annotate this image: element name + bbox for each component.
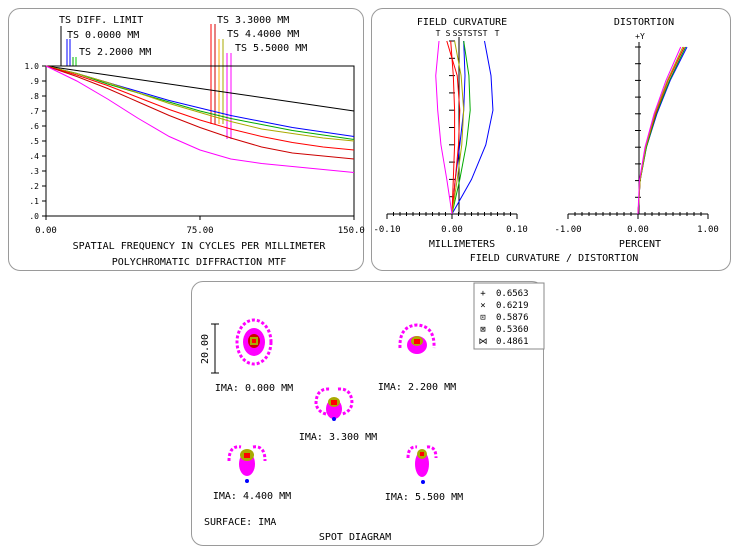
mtf-series-line bbox=[45, 65, 355, 142]
field-curvature-x-tick-label: 0.00 bbox=[441, 225, 463, 235]
mtf-series-line bbox=[45, 65, 355, 173]
field-curvature-ts-label: T bbox=[463, 29, 468, 38]
field-curvature-series-line bbox=[450, 40, 456, 215]
mtf-y-tick-label: .5 bbox=[29, 137, 39, 146]
spot-field-label: IMA: 4.400 MM bbox=[213, 491, 291, 502]
mtf-y-tick-label: .7 bbox=[29, 107, 39, 116]
wavelength-legend-box bbox=[473, 282, 545, 350]
wavelength-value: 0.6563 bbox=[496, 289, 529, 299]
field-curvature-title: FIELD CURVATURE bbox=[417, 17, 507, 28]
distortion-x-label: PERCENT bbox=[619, 239, 661, 250]
mtf-caption: POLYCHROMATIC DIFFRACTION MTF bbox=[112, 257, 287, 268]
field-curvature-ts-label: S bbox=[468, 29, 473, 38]
spot-field-3-3 bbox=[314, 387, 354, 421]
mtf-x-axis-label: SPATIAL FREQUENCY IN CYCLES PER MILLIMET… bbox=[73, 241, 327, 252]
mtf-legend-entry: TS 5.5000 MM bbox=[235, 43, 307, 54]
mtf-series-line bbox=[45, 65, 355, 140]
distortion-series-line bbox=[637, 46, 685, 215]
spot-surface-label: SURFACE: IMA bbox=[204, 517, 276, 528]
distortion-series-line bbox=[637, 46, 687, 215]
mtf-y-tick-label: 1.0 bbox=[25, 62, 40, 71]
wavelength-value: 0.5876 bbox=[496, 313, 529, 323]
field-curvature-ts-label: S bbox=[478, 29, 483, 38]
field-curvature-ts-label: T bbox=[473, 29, 478, 38]
field-curvature-x-tick-label: 0.10 bbox=[506, 225, 528, 235]
mtf-x-tick-label: 75.00 bbox=[186, 226, 213, 236]
wavelength-symbol: ⊡ bbox=[480, 313, 485, 323]
spot-field-label: IMA: 5.500 MM bbox=[385, 492, 463, 503]
field-curvature-series-line bbox=[446, 40, 461, 215]
field-curvature-distortion-caption: FIELD CURVATURE / DISTORTION bbox=[470, 253, 639, 264]
mtf-series-line bbox=[45, 65, 355, 151]
mtf-y-tick-label: .6 bbox=[29, 122, 39, 131]
mtf-chart: TS DIFF. LIMIT TS 0.0000 MM TS 2.2000 MM… bbox=[25, 15, 365, 268]
field-curvature-series-line bbox=[451, 40, 494, 215]
field-curvature-series-line bbox=[451, 40, 471, 215]
distortion-series-line bbox=[637, 46, 684, 215]
spot-diagram-panel: +0.6563 × 0.6219 ⊡ 0.5876 ⊠ 0.5360 ⋈ 0.4861 20.0… bbox=[191, 281, 545, 546]
spot-diagram-caption: SPOT DIAGRAM bbox=[319, 532, 391, 543]
mtf-legend-entry: TS 4.4000 MM bbox=[227, 29, 299, 40]
field-curvature-ts-label: S bbox=[453, 29, 458, 38]
mtf-series-line bbox=[45, 65, 355, 160]
mtf-y-tick-label: .3 bbox=[29, 167, 39, 176]
field-curvature-ts-label: S bbox=[446, 29, 451, 38]
distortion-title: DISTORTION bbox=[614, 17, 674, 28]
field-curvature-ts-label: T bbox=[436, 29, 441, 38]
mtf-y-tick-label: .8 bbox=[29, 92, 39, 101]
spot-field-2-2 bbox=[398, 323, 436, 354]
spot-field-0 bbox=[235, 318, 273, 366]
mtf-series-line bbox=[45, 65, 355, 112]
spot-field-label: IMA: 3.300 MM bbox=[299, 432, 377, 443]
distortion-x-tick-label: -1.00 bbox=[554, 225, 581, 235]
field-curvature-x-label: MILLIMETERS bbox=[429, 239, 495, 250]
mtf-series-line bbox=[45, 65, 355, 137]
wavelength-symbol: ⊠ bbox=[480, 325, 485, 335]
mtf-legend-entry: TS 0.0000 MM bbox=[67, 30, 139, 41]
spot-field-4-4 bbox=[227, 445, 267, 483]
mtf-legend-entry: TS DIFF. LIMIT bbox=[59, 15, 143, 26]
wavelength-symbol: ⋈ bbox=[479, 337, 488, 347]
wavelength-symbol: × bbox=[480, 301, 485, 311]
mtf-y-tick-label: .0 bbox=[29, 212, 39, 221]
distortion-x-tick-label: 0.00 bbox=[627, 225, 649, 235]
spot-field-5-5 bbox=[406, 445, 438, 484]
mtf-y-tick-label: .1 bbox=[29, 197, 39, 206]
mtf-x-tick-label: 150.00 bbox=[338, 226, 365, 236]
mtf-y-tick-label: .2 bbox=[29, 182, 39, 191]
spot-field-label: IMA: 2.200 MM bbox=[378, 382, 456, 393]
mtf-legend-entry: TS 3.3000 MM bbox=[217, 15, 289, 26]
scale-label: 20.00 bbox=[200, 334, 211, 364]
wavelength-symbol: + bbox=[480, 289, 486, 299]
field-curvature-ts-label: T bbox=[495, 29, 500, 38]
wavelength-value: 0.4861 bbox=[496, 337, 529, 347]
distortion-x-tick-label: 1.00 bbox=[697, 225, 719, 235]
wavelength-value: 0.5360 bbox=[496, 325, 529, 335]
wavelength-value: 0.6219 bbox=[496, 301, 529, 311]
mtf-legend-entry: TS 2.2000 MM bbox=[79, 47, 151, 58]
field-curvature-ts-label: S bbox=[458, 29, 463, 38]
mtf-x-tick-label: 0.00 bbox=[35, 226, 57, 236]
field-curvature-ts-label: T bbox=[483, 29, 488, 38]
field-curvature-series-line bbox=[451, 40, 465, 215]
distortion-axis-label: +Y bbox=[635, 32, 645, 41]
field-curvature-series-line bbox=[435, 40, 453, 215]
distortion-series-line bbox=[637, 46, 682, 215]
mtf-panel: TS DIFF. LIMIT TS 0.0000 MM TS 2.2000 MM… bbox=[8, 8, 365, 271]
distortion-series-line bbox=[637, 46, 688, 215]
mtf-y-tick-label: .4 bbox=[29, 152, 39, 161]
spot-field-label: IMA: 0.000 MM bbox=[215, 383, 293, 394]
spot-diagram-chart: +0.6563 × 0.6219 ⊡ 0.5876 ⊠ 0.5360 ⋈ 0.4861 20.0… bbox=[200, 282, 545, 543]
field-curvature-x-tick-label: -0.10 bbox=[373, 225, 400, 235]
mtf-y-tick-label: .9 bbox=[29, 77, 39, 86]
